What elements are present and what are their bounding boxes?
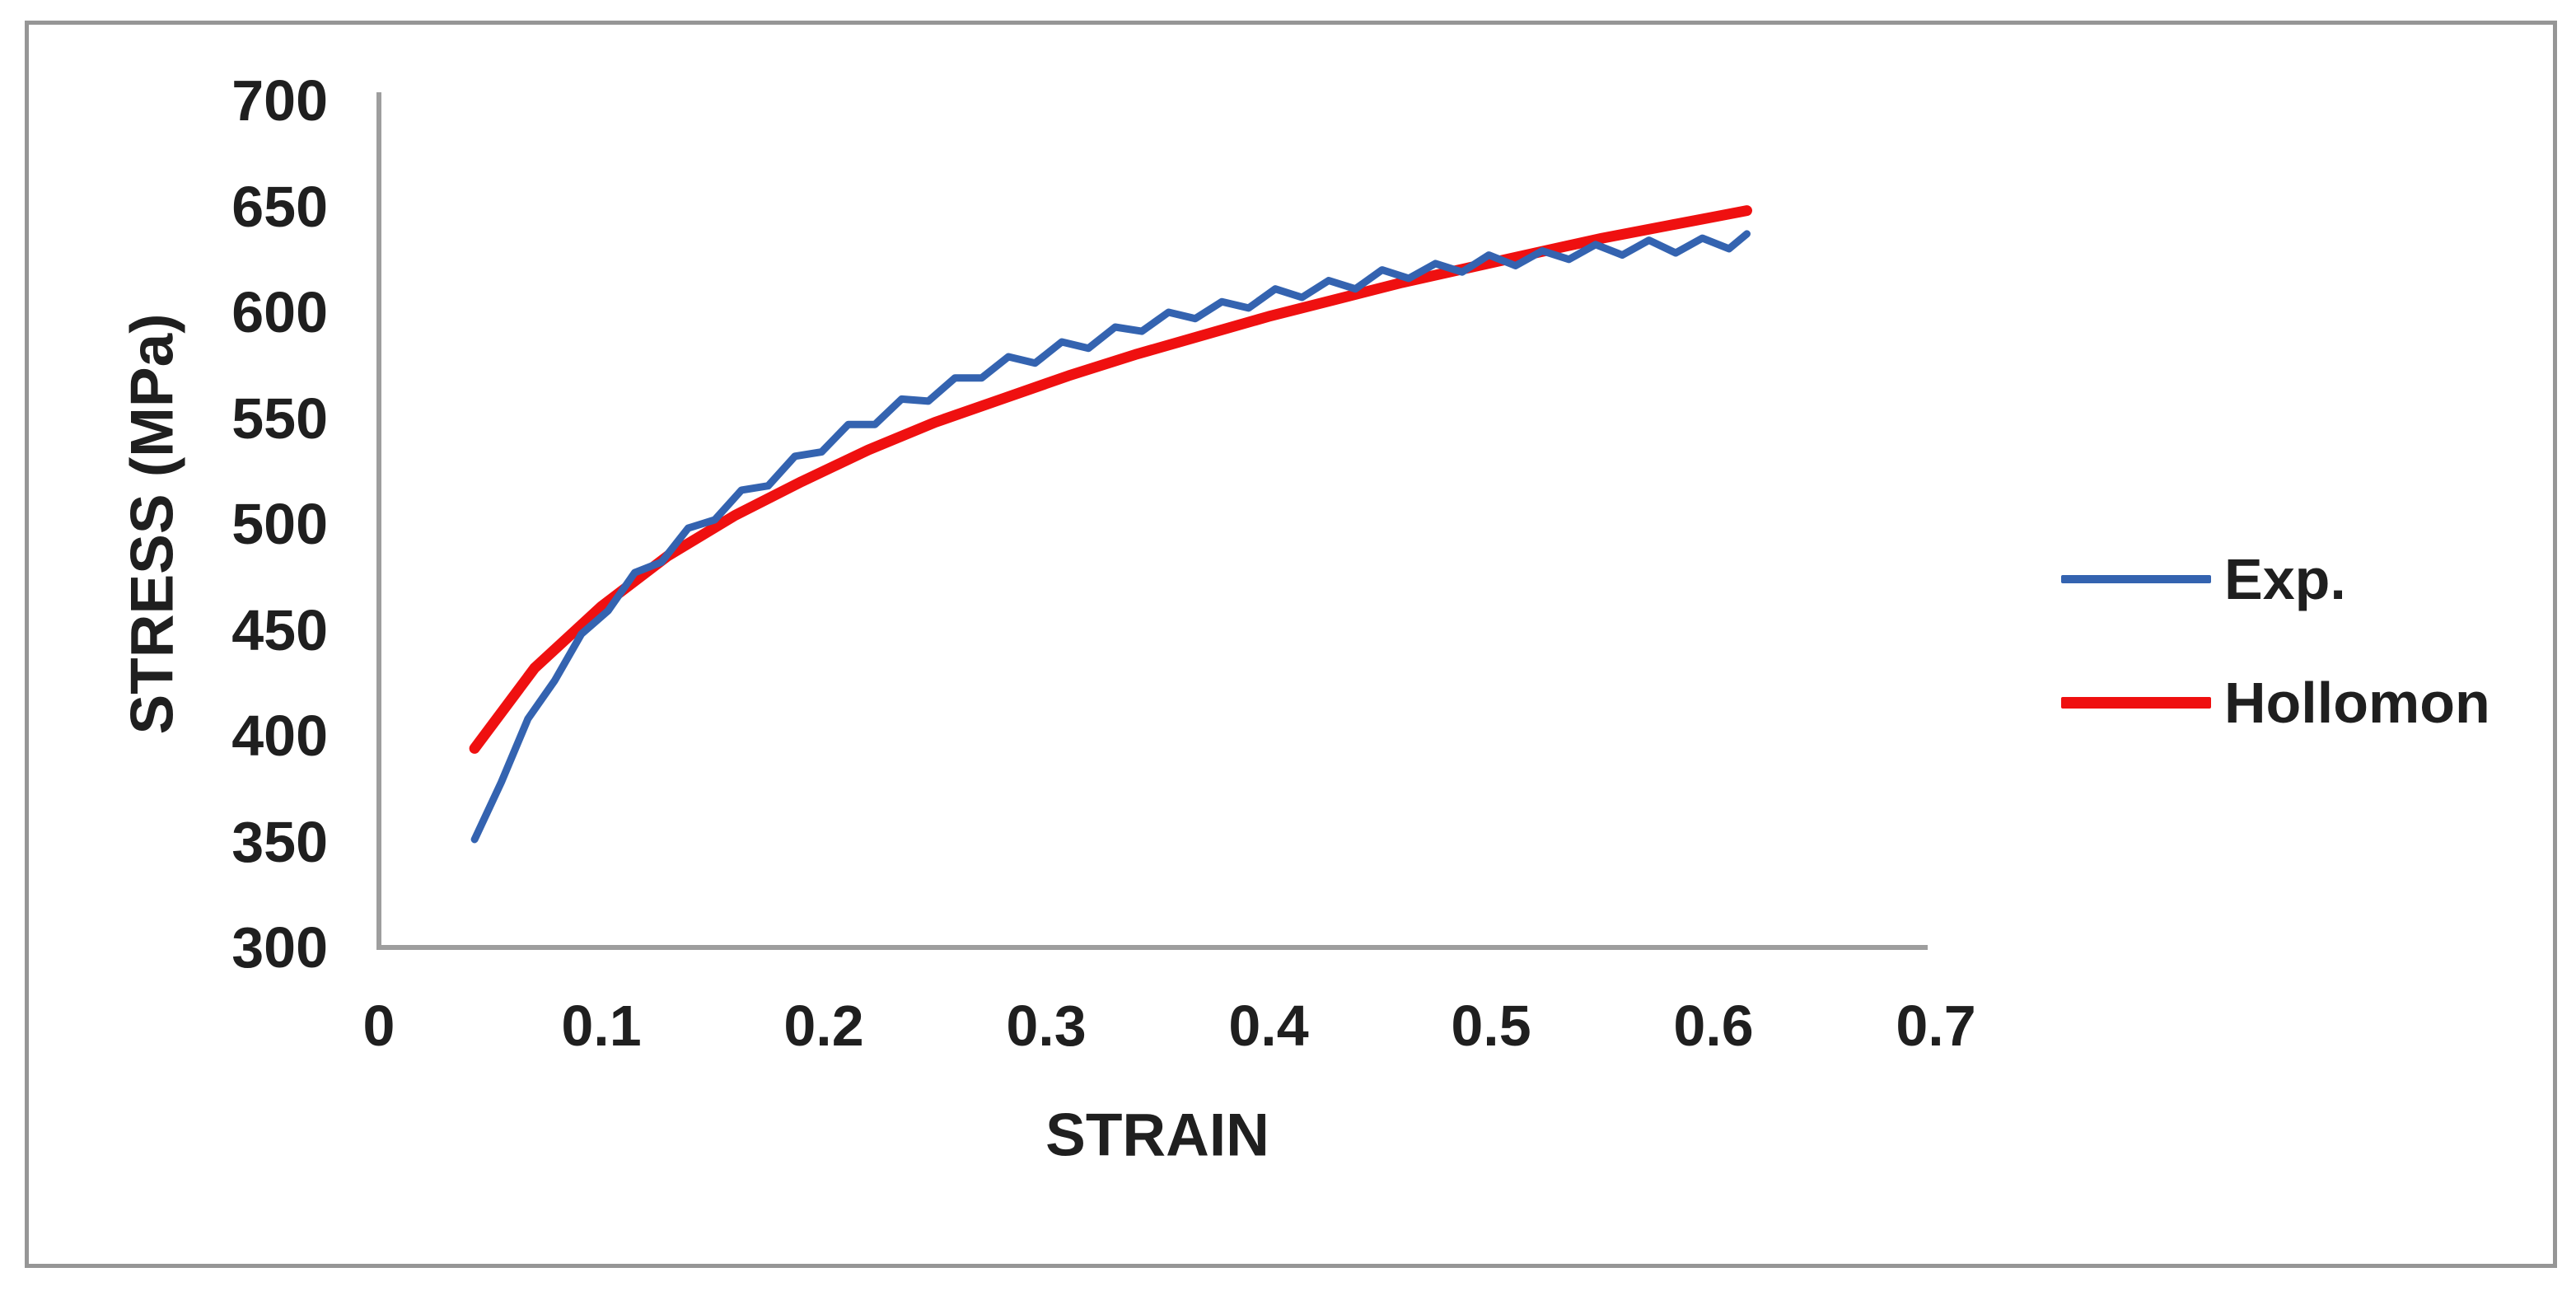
x-tick-label: 0.6 — [1673, 994, 1754, 1058]
y-axis-title: STRESS (MPa) — [119, 313, 186, 735]
legend-label: Hollomon — [2224, 671, 2490, 735]
y-tick-label: 350 — [231, 809, 328, 874]
x-tick-label: 0.5 — [1451, 994, 1531, 1058]
y-tick-label: 450 — [231, 597, 328, 662]
x-tick-label: 0.3 — [1006, 994, 1087, 1058]
x-tick-label: 0.2 — [783, 994, 864, 1058]
legend-label: Exp. — [2224, 547, 2346, 611]
chart-frame — [25, 21, 2557, 1268]
y-tick-label: 300 — [231, 915, 328, 980]
y-tick-label: 500 — [231, 492, 328, 556]
y-tick-label: 700 — [231, 68, 328, 133]
y-tick-label: 600 — [231, 280, 328, 344]
y-tick-label: 650 — [231, 174, 328, 239]
x-tick-label: 0 — [362, 994, 395, 1058]
x-tick-label: 0.7 — [1896, 994, 1976, 1058]
x-tick-label: 0.1 — [561, 994, 642, 1058]
x-tick-label: 0.4 — [1228, 994, 1309, 1058]
y-tick-label: 400 — [231, 704, 328, 768]
legend-item-hollomon: Hollomon — [2061, 665, 2490, 741]
y-tick-label: 550 — [231, 386, 328, 451]
legend-swatch-1 — [2061, 697, 2211, 709]
x-axis-title: STRAIN — [1045, 1102, 1269, 1169]
legend-item-exp: Exp. — [2061, 541, 2346, 617]
legend-swatch-0 — [2061, 575, 2211, 583]
